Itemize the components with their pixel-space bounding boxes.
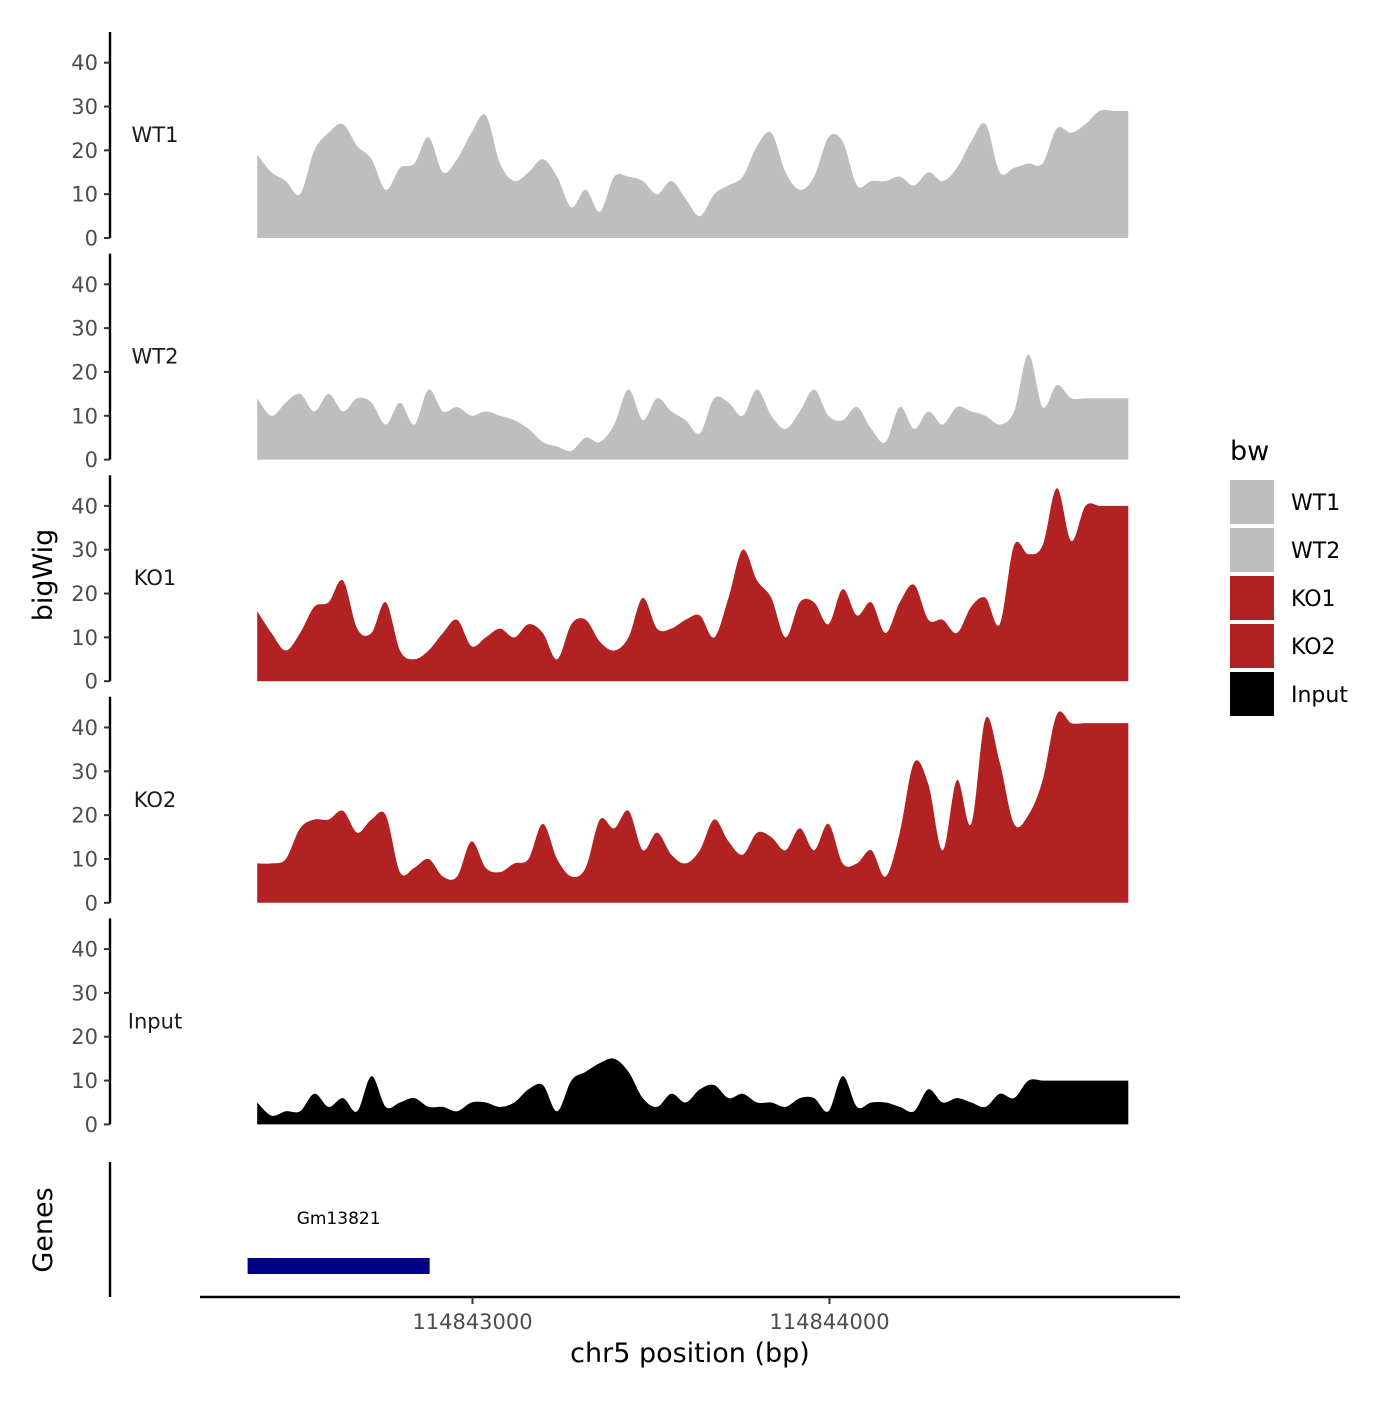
legend-key <box>1230 480 1274 524</box>
track-label: KO2 <box>134 788 177 812</box>
track-panel-ko1: 0 10 20 30 40 KO1 <box>71 475 1129 694</box>
y-tick-label: 20 <box>71 139 98 163</box>
x-axis-title: chr5 position (bp) <box>570 1338 810 1369</box>
genes-panel: Gm13821 <box>108 1162 430 1297</box>
y-tick-label: 40 <box>71 494 98 518</box>
y-tick-label: 0 <box>85 1113 98 1137</box>
x-axis: 114843000 114844000 <box>200 1295 1180 1334</box>
gene-body <box>247 1258 430 1274</box>
x-tick-label: 114844000 <box>769 1310 889 1334</box>
y-tick-label: 10 <box>71 404 98 428</box>
legend-key <box>1230 624 1274 668</box>
signal-area-wt1 <box>257 109 1129 239</box>
y-tick-label: 10 <box>71 626 98 650</box>
legend-key <box>1230 576 1274 620</box>
y-tick-label: 30 <box>71 538 98 562</box>
y-tick-label: 0 <box>85 670 98 694</box>
track-panel-input: 0 10 20 30 40 Input <box>71 918 1129 1137</box>
y-tick-label: 0 <box>85 448 98 472</box>
y-tick-label: 10 <box>71 1069 98 1093</box>
signal-area-wt2 <box>257 354 1129 460</box>
signal-area-ko1 <box>257 488 1129 682</box>
y-tick-label: 40 <box>71 938 98 962</box>
gene-label: Gm13821 <box>297 1209 381 1229</box>
track-label: WT1 <box>132 123 179 147</box>
track-label: WT2 <box>132 345 179 369</box>
track-label: Input <box>128 1009 182 1033</box>
y-tick-label: 10 <box>71 847 98 871</box>
track-panel-ko2: 0 10 20 30 40 KO2 <box>71 696 1129 915</box>
y-tick-label: 0 <box>85 891 98 915</box>
signal-area-input <box>257 1058 1129 1125</box>
y-tick-label: 30 <box>71 981 98 1005</box>
y-tick-label: 30 <box>71 760 98 784</box>
y-tick-label: 30 <box>71 317 98 341</box>
legend-label: KO1 <box>1291 587 1336 612</box>
legend-key <box>1230 672 1274 716</box>
y-tick-label: 40 <box>71 716 98 740</box>
legend-title: bw <box>1230 436 1269 467</box>
track-panel-wt1: 0 10 20 30 40 WT1 <box>71 32 1129 251</box>
legend-label: WT1 <box>1291 491 1340 516</box>
y-tick-label: 20 <box>71 804 98 828</box>
y-tick-label: 10 <box>71 183 98 207</box>
legend: WT1 WT2 KO1 KO2 Input <box>1230 480 1348 716</box>
y-tick-label: 20 <box>71 360 98 384</box>
track-label: KO1 <box>134 566 177 590</box>
y-tick-label: 40 <box>71 273 98 297</box>
y-axis-title: bigWig <box>28 529 59 622</box>
y-tick-label: 40 <box>71 51 98 75</box>
signal-area-ko2 <box>257 711 1129 903</box>
legend-label: WT2 <box>1291 539 1340 564</box>
y-tick-label: 20 <box>71 582 98 606</box>
legend-key <box>1230 528 1274 572</box>
legend-label: Input <box>1291 683 1348 708</box>
y-tick-label: 0 <box>85 227 98 251</box>
legend-label: KO2 <box>1291 635 1336 660</box>
y-tick-label: 20 <box>71 1025 98 1049</box>
track-panels: 0 10 20 30 40 WT1 0 10 20 30 40 WT2 0 10 20 30 40 KO1 0 10 2… <box>71 32 1129 1137</box>
y-tick-label: 30 <box>71 95 98 119</box>
track-panel-wt2: 0 10 20 30 40 WT2 <box>71 253 1129 472</box>
genes-axis-title: Genes <box>28 1187 59 1272</box>
x-tick-label: 114843000 <box>412 1310 532 1334</box>
